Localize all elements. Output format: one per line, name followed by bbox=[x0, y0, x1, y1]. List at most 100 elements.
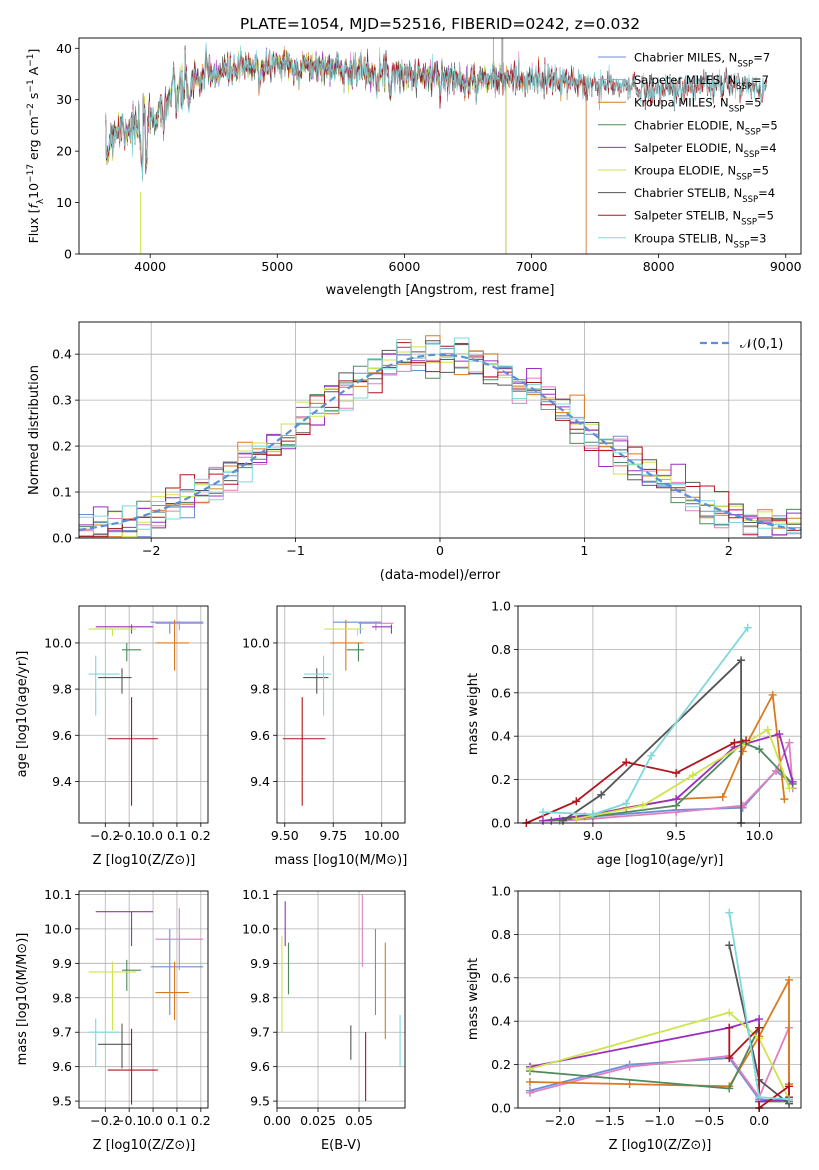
mass-vs-ebv-ytick-label: 9.9 bbox=[250, 956, 270, 971]
mass-weight-vs-Z-xtick-label: 0.0 bbox=[749, 1113, 769, 1128]
mass-weight-vs-Z-ytick-label: 1.0 bbox=[491, 884, 511, 899]
weight-age-xlabel: age [log10(age/yr)] bbox=[597, 853, 724, 868]
weight-age-marker bbox=[743, 623, 752, 632]
mass-vs-ebv-xtick-label: 0.025 bbox=[300, 1113, 336, 1128]
weight-Z-marker bbox=[725, 1023, 734, 1032]
mass-vs-ebv-ytick-label: 10.1 bbox=[242, 887, 270, 902]
weight-age-marker bbox=[738, 747, 747, 756]
legend-label-0: Chabrier MILES, NSSP=7 bbox=[634, 51, 770, 70]
mass-vs-ebv-ytick-label: 10.0 bbox=[242, 921, 270, 936]
mass-vs-Z-ytick-label: 9.9 bbox=[52, 956, 72, 971]
weight-age-marker bbox=[780, 795, 789, 804]
spectrum-line-8 bbox=[105, 42, 768, 182]
mass-weight-vs-age-frame bbox=[517, 605, 802, 824]
mass-vs-Z-xtick-label: 0.2 bbox=[191, 1113, 211, 1128]
spectrum-ytick-label: 20 bbox=[56, 144, 72, 159]
mass-vs-Z-frame bbox=[78, 890, 209, 1109]
mass-vs-Z-xtick-label: 0.0 bbox=[143, 1113, 163, 1128]
weight-age-marker bbox=[775, 730, 784, 739]
legend-label-2: Kroupa MILES, NSSP=5 bbox=[634, 96, 761, 115]
mass-weight-vs-Z-xtick-label: −1.0 bbox=[644, 1113, 674, 1128]
age-vs-Z-ytick-label: 9.6 bbox=[52, 728, 72, 743]
age-vs-mass-ytick-label: 9.4 bbox=[250, 774, 270, 789]
mass-vs-ebv-ytick-label: 9.5 bbox=[250, 1094, 270, 1109]
spectrum-xtick-label: 4000 bbox=[134, 259, 166, 274]
weight-age-marker bbox=[572, 814, 581, 823]
weight-age-marker bbox=[755, 745, 764, 754]
mass-vs-Z-xtick-label: −0.1 bbox=[114, 1113, 144, 1128]
residuals-xtick-label: 2 bbox=[725, 543, 733, 558]
hist-series-8 bbox=[79, 337, 801, 534]
mass-vs-Z-ytick-label: 10.1 bbox=[44, 887, 72, 902]
spectrum-xtick-label: 5000 bbox=[261, 259, 293, 274]
weight-age-marker bbox=[622, 799, 631, 808]
age-vs-Z-xtick-label: −0.1 bbox=[114, 828, 144, 843]
weight-Z-marker bbox=[785, 1082, 794, 1091]
weight-Z-marker bbox=[625, 1080, 634, 1089]
legend-label-3: Chabrier ELODIE, NSSP=5 bbox=[634, 118, 778, 137]
spectrum-ytick-label: 10 bbox=[56, 195, 72, 210]
normal-reference-curve bbox=[78, 353, 802, 531]
residuals-xtick-label: −2 bbox=[142, 543, 160, 558]
spectrum-ytick-label: 40 bbox=[56, 41, 72, 56]
legend-label-6: Chabrier STELIB, NSSP=4 bbox=[634, 186, 775, 205]
weight-Z-marker bbox=[525, 1077, 534, 1086]
weight-age-marker bbox=[785, 784, 794, 793]
weight-age-marker bbox=[622, 758, 631, 767]
weight-age-ylabel: mass weight bbox=[466, 673, 481, 755]
residuals-ylabel: Normed distribution bbox=[27, 365, 42, 495]
weight-age-marker bbox=[638, 801, 647, 810]
age-vs-Z-ytick-label: 9.8 bbox=[52, 682, 72, 697]
weight-age-marker bbox=[688, 771, 697, 780]
age-vs-mass-ytick-label: 9.8 bbox=[250, 682, 270, 697]
residuals-ytick-label: 0.2 bbox=[52, 439, 72, 454]
residuals-ytick-label: 0.0 bbox=[52, 531, 72, 546]
weight-Z-marker bbox=[785, 975, 794, 984]
residuals-ytick-label: 0.4 bbox=[52, 347, 72, 362]
weight-age-marker bbox=[763, 725, 772, 734]
age-vs-Z-frame bbox=[78, 605, 209, 824]
mass-weight-vs-Z-xtick-label: −0.5 bbox=[694, 1113, 724, 1128]
age-vs-mass-xtick-label: 10.00 bbox=[364, 828, 400, 843]
hist-series-7 bbox=[79, 342, 801, 538]
residuals-xtick-label: 1 bbox=[580, 543, 588, 558]
age-vs-Z-xtick-label: −0.2 bbox=[90, 828, 120, 843]
weight-age-marker bbox=[788, 777, 797, 786]
weight-age-marker bbox=[538, 816, 547, 825]
legend-label-5: Kroupa ELODIE, NSSP=5 bbox=[634, 164, 769, 183]
spectrum-ylabel: Flux [fλ10−17 erg cm−2 s−1 A−1] bbox=[26, 49, 46, 244]
weight-age-marker bbox=[597, 790, 606, 799]
weight-age-marker bbox=[738, 801, 747, 810]
mass-vs-Z-xtick-label: 0.1 bbox=[167, 1113, 187, 1128]
weight-Z-ylabel: mass weight bbox=[466, 958, 481, 1040]
mass-vs-Z-xlabel: Z [log10(Z/Z⊙)] bbox=[93, 1138, 196, 1153]
axes-layer bbox=[75, 37, 802, 1112]
spectrum-xtick-label: 7000 bbox=[516, 259, 548, 274]
mass-weight-vs-age-ytick-label: 0.4 bbox=[491, 729, 511, 744]
age-vs-mass-xlabel: mass [log10(M/M⊙)] bbox=[275, 853, 408, 868]
mass-weight-vs-Z-ytick-label: 0.8 bbox=[491, 927, 511, 942]
mass-vs-ebv-ytick-label: 9.6 bbox=[250, 1059, 270, 1074]
age-vs-Z-ytick-label: 9.4 bbox=[52, 774, 72, 789]
mass-weight-vs-age-ytick-label: 0.8 bbox=[491, 642, 511, 657]
age-vs-mass-ytick-label: 10.0 bbox=[242, 635, 270, 650]
weight-Z-line-5 bbox=[529, 1011, 790, 1100]
weight-age-line-4 bbox=[542, 732, 794, 822]
spectrum-ytick-label: 0 bbox=[64, 247, 72, 262]
spectrum-xtick-label: 8000 bbox=[643, 259, 675, 274]
residuals-ytick-label: 0.3 bbox=[52, 393, 72, 408]
weight-Z-marker bbox=[755, 1015, 764, 1024]
weight-age-marker bbox=[730, 738, 739, 747]
weight-age-marker bbox=[718, 792, 727, 801]
age-vs-Z-xtick-label: 0.0 bbox=[143, 828, 163, 843]
mass-weight-vs-Z-ytick-label: 0.6 bbox=[491, 970, 511, 985]
weight-Z-marker bbox=[525, 1088, 534, 1097]
residuals-ytick-label: 0.1 bbox=[52, 485, 72, 500]
mass-vs-Z-ytick-label: 9.8 bbox=[52, 990, 72, 1005]
spectrum-xlabel: wavelength [Angstrom, rest frame] bbox=[326, 283, 555, 298]
mass-vs-ebv-xlabel: E(B-V) bbox=[321, 1138, 361, 1153]
mass-weight-vs-age-xtick-label: 10.0 bbox=[745, 828, 773, 843]
age-vs-Z-xlabel: Z [log10(Z/Z⊙)] bbox=[93, 853, 196, 868]
weight-Z-marker bbox=[725, 908, 734, 917]
legend-label-1: Salpeter MILES, NSSP=7 bbox=[634, 73, 769, 92]
